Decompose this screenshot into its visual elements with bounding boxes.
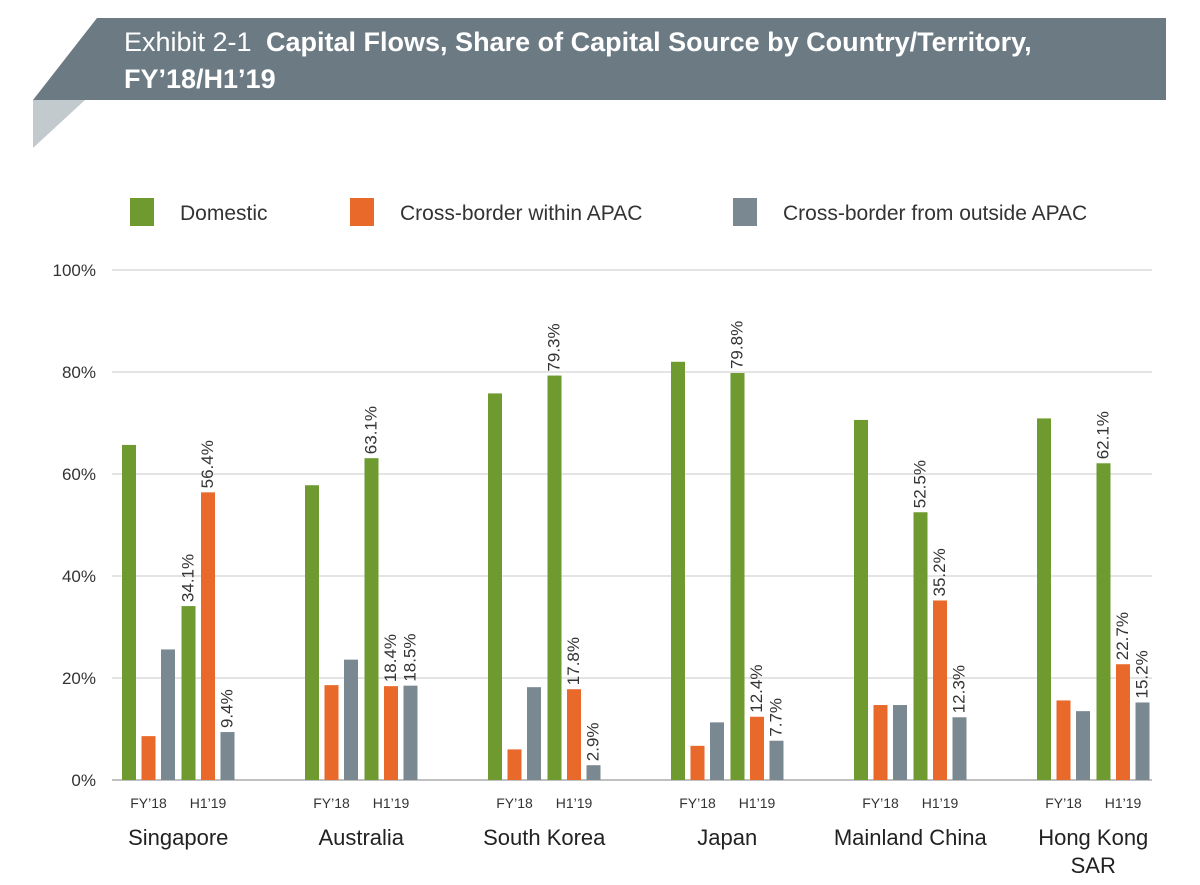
- legend-label-cross-border-from-outside-apac: Cross-border from outside APAC: [783, 202, 1087, 225]
- svg-text:Exhibit 2-1 Capital Flow: Exhibit 2-1 Capital Flows, Share of Capi…: [124, 27, 1032, 57]
- y-tick-label: 20%: [62, 669, 96, 688]
- country-label: Japan: [697, 825, 757, 850]
- banner-background: [33, 18, 1166, 100]
- bar-cross-border-from-outside-apac: [1135, 702, 1150, 780]
- bar-domestic: [730, 373, 745, 780]
- period-label: H1’19: [190, 795, 227, 811]
- y-tick-label: 0%: [71, 771, 96, 790]
- bar-domestic: [547, 375, 562, 780]
- data-label: 7.7%: [767, 698, 786, 737]
- legend-label-cross-border-within-apac: Cross-border within APAC: [400, 202, 642, 225]
- bar-domestic: [1096, 463, 1111, 780]
- bar-cross-border-within-apac: [384, 686, 398, 780]
- x-axis: FY’18 H1’19 Singapore FY’18 H1’19 Australia FY…: [128, 795, 1148, 878]
- data-labels: 34.1% 56.4% 9.4% 63.1% 18.4% 18.5% 79.3% 17.8% 2…: [179, 321, 1152, 761]
- bar-cross-border-within-apac: [567, 689, 581, 780]
- bar-cross-border-from-outside-apac: [220, 732, 235, 780]
- period-label: FY’18: [313, 795, 350, 811]
- bar-cross-border-from-outside-apac: [403, 685, 418, 780]
- country-label: Hong Kong: [1038, 825, 1148, 850]
- bar-cross-border-from-outside-apac: [586, 765, 601, 780]
- legend-swatch-cross-border-from-outside-apac: [733, 198, 757, 226]
- data-label: 35.2%: [930, 548, 949, 596]
- data-label: 15.2%: [1133, 650, 1152, 698]
- period-label: H1’19: [922, 795, 959, 811]
- bar-domestic: [913, 512, 928, 780]
- data-label: 79.8%: [728, 321, 747, 369]
- data-label: 62.1%: [1094, 411, 1113, 459]
- period-label: FY’18: [679, 795, 716, 811]
- bar-cross-border-within-apac: [324, 685, 339, 780]
- y-axis: 0% 20% 40% 60% 80% 100%: [53, 261, 96, 790]
- country-label: South Korea: [483, 825, 606, 850]
- legend-label-domestic: Domestic: [180, 202, 268, 225]
- bar-cross-border-from-outside-apac: [710, 722, 724, 780]
- bar-domestic: [305, 485, 319, 780]
- period-label: H1’19: [739, 795, 776, 811]
- banner-shadow: [33, 100, 85, 148]
- data-label: 12.3%: [950, 665, 969, 713]
- bars: [122, 361, 1150, 780]
- bar-cross-border-within-apac: [507, 749, 522, 780]
- country-label: Mainland China: [834, 825, 988, 850]
- data-label: 12.4%: [747, 665, 766, 713]
- exhibit-label: Exhibit 2-1: [124, 27, 252, 57]
- bar-domestic: [181, 606, 196, 780]
- bar-domestic: [854, 419, 868, 780]
- country-label: Australia: [318, 825, 404, 850]
- period-label: FY’18: [862, 795, 899, 811]
- legend-swatch-cross-border-within-apac: [350, 198, 374, 226]
- bar-cross-border-within-apac: [1116, 664, 1130, 780]
- bar-cross-border-within-apac: [1056, 700, 1071, 780]
- bar-cross-border-from-outside-apac: [527, 687, 541, 780]
- data-label: 17.8%: [564, 637, 583, 685]
- data-label: 63.1%: [362, 406, 381, 454]
- bar-cross-border-from-outside-apac: [769, 740, 784, 780]
- bar-cross-border-from-outside-apac: [161, 649, 175, 780]
- title-banner: Exhibit 2-1 Capital Flows, Share of Capi…: [33, 18, 1166, 148]
- legend-swatch-domestic: [130, 198, 154, 226]
- gridlines: [112, 269, 1152, 781]
- y-tick-label: 40%: [62, 567, 96, 586]
- data-label: 22.7%: [1113, 612, 1132, 660]
- bar-domestic: [671, 361, 685, 780]
- data-label: 79.3%: [545, 323, 564, 371]
- period-label: FY’18: [1045, 795, 1082, 811]
- bar-domestic: [488, 393, 502, 780]
- period-label: FY’18: [130, 795, 167, 811]
- data-label: 18.4%: [381, 634, 400, 682]
- bar-cross-border-within-apac: [201, 492, 215, 780]
- bar-cross-border-from-outside-apac: [893, 705, 907, 780]
- bar-cross-border-within-apac: [933, 600, 947, 780]
- data-label: 34.1%: [179, 554, 198, 602]
- y-tick-label: 60%: [62, 465, 96, 484]
- data-label: 52.5%: [911, 460, 930, 508]
- period-label: H1’19: [556, 795, 593, 811]
- bar-cross-border-from-outside-apac: [952, 717, 967, 780]
- data-label: 9.4%: [218, 689, 237, 728]
- country-label: Singapore: [128, 825, 228, 850]
- bar-cross-border-within-apac: [750, 716, 764, 780]
- bar-cross-border-from-outside-apac: [344, 659, 358, 780]
- bar-domestic: [122, 444, 136, 780]
- country-label: SAR: [1071, 853, 1116, 878]
- bar-cross-border-within-apac: [690, 745, 705, 780]
- data-label: 18.5%: [401, 633, 420, 681]
- bar-cross-border-within-apac: [141, 736, 156, 780]
- bar-domestic: [1037, 418, 1051, 780]
- y-tick-label: 80%: [62, 363, 96, 382]
- period-label: H1’19: [373, 795, 410, 811]
- legend: Domestic Cross-border within APAC Cross-bo…: [130, 198, 1087, 226]
- bar-domestic: [364, 458, 379, 780]
- data-label: 2.9%: [584, 722, 603, 761]
- y-tick-label: 100%: [53, 261, 96, 280]
- chart-title-line2: FY’18/H1’19: [124, 64, 276, 94]
- bar-cross-border-within-apac: [873, 705, 888, 780]
- chart-title-line1: Capital Flows, Share of Capital Source b…: [266, 27, 1032, 57]
- bar-cross-border-from-outside-apac: [1076, 711, 1090, 780]
- data-label: 56.4%: [198, 440, 217, 488]
- period-label: FY’18: [496, 795, 533, 811]
- period-label: H1’19: [1105, 795, 1142, 811]
